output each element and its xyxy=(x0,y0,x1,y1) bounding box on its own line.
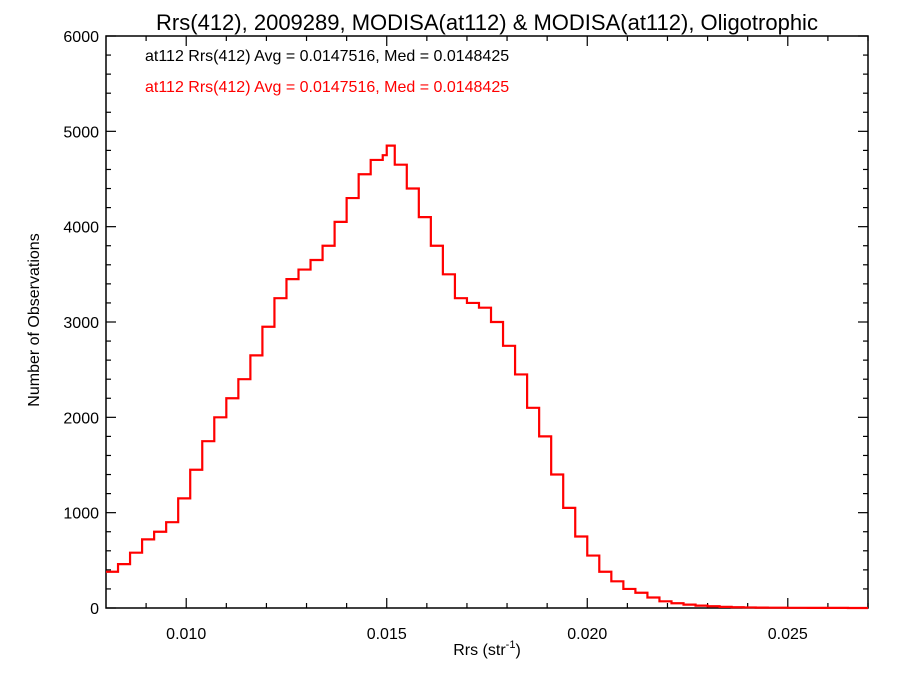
y-axis-label: Number of Observations xyxy=(26,233,43,406)
y-tick-label: 3000 xyxy=(63,315,99,332)
stats-annotation-black: at112 Rrs(412) Avg = 0.0147516, Med = 0.… xyxy=(145,48,509,65)
x-axis-ticks: 0.010 0.015 0.020 0.025 xyxy=(145,36,869,643)
y-tick-label: 6000 xyxy=(63,29,99,46)
histogram-step-line xyxy=(106,144,868,610)
x-tick-label: 0.015 xyxy=(367,626,407,643)
x-axis-label: Rrs (str-1) xyxy=(453,639,521,659)
x-axis-label-close: ) xyxy=(515,642,520,659)
x-axis-label-superscript: -1 xyxy=(506,639,516,651)
y-tick-label: 4000 xyxy=(63,220,99,237)
x-tick-label: 0.010 xyxy=(166,626,206,643)
x-axis-label-main: Rrs (str xyxy=(453,642,506,659)
plot-frame xyxy=(105,35,869,609)
x-tick-label: 0.020 xyxy=(567,626,607,643)
chart-title: Rrs(412), 2009289, MODISA(at112) & MODIS… xyxy=(156,10,818,35)
x-tick-label: 0.025 xyxy=(768,626,808,643)
y-axis-ticks: 0 1000 2000 3000 4000 5000 6000 xyxy=(63,29,868,618)
y-tick-label: 1000 xyxy=(63,506,99,523)
y-tick-label: 0 xyxy=(90,601,99,618)
y-tick-label: 5000 xyxy=(63,124,99,141)
y-tick-label: 2000 xyxy=(63,410,99,427)
stats-annotation-red: at112 Rrs(412) Avg = 0.0147516, Med = 0.… xyxy=(145,79,509,96)
